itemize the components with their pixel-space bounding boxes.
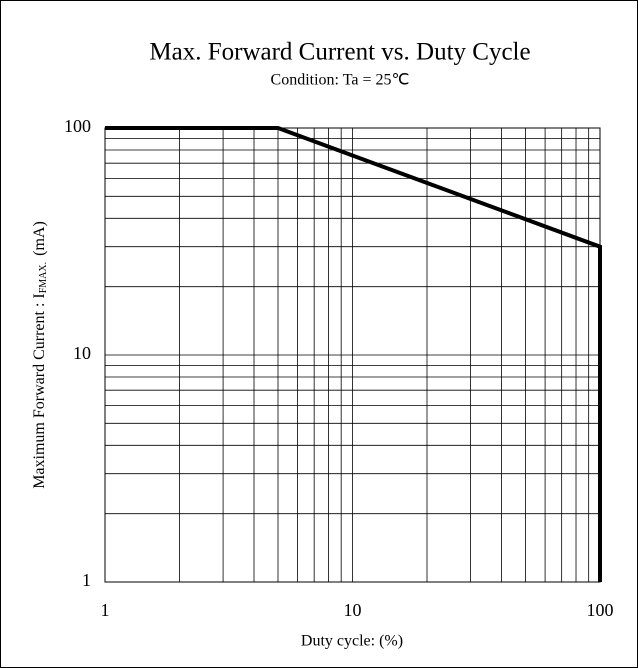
y-axis-label-text: Maximum Forward Current : I <box>31 293 48 489</box>
y-tick-label: 1 <box>82 570 91 590</box>
chart-title: Max. Forward Current vs. Duty Cycle <box>149 39 530 66</box>
y-axis-label-unit: (mA) <box>31 221 48 256</box>
x-tick-label: 10 <box>344 600 362 620</box>
x-axis-label: Duty cycle: (%) <box>301 633 403 650</box>
y-tick-label: 100 <box>64 116 91 136</box>
x-tick-label: 1 <box>101 600 110 620</box>
y-tick-label: 10 <box>73 343 91 363</box>
x-tick-label: 100 <box>587 600 614 620</box>
y-axis-label-subscript: FMAX. <box>38 262 49 293</box>
y-axis-label: Maximum Forward Current : IFMAX. (mA) <box>31 221 50 489</box>
data-line <box>105 126 602 582</box>
chart-subtitle: Condition: Ta = 25℃ <box>271 72 410 89</box>
